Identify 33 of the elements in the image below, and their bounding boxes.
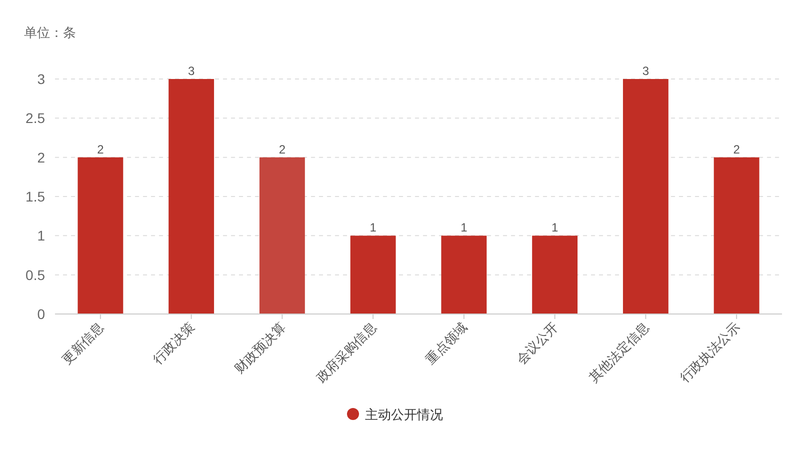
- bar: [78, 157, 124, 314]
- y-tick-label: 2.5: [26, 110, 46, 126]
- y-tick-label: 2: [37, 149, 46, 166]
- y-tick-label: 1: [37, 228, 46, 244]
- x-tick-label: 更新信息: [59, 320, 107, 367]
- y-tick-label: 0: [37, 306, 46, 322]
- data-label: 1: [370, 220, 377, 235]
- x-tick-label: 财政预决算: [232, 320, 288, 376]
- bar: [441, 236, 487, 314]
- data-label: 1: [460, 220, 468, 235]
- bar: [259, 157, 305, 314]
- x-tick-label: 行政执法公示: [676, 320, 743, 386]
- x-tick-label: 其他法定信息: [586, 320, 652, 386]
- data-label: 3: [188, 64, 195, 78]
- data-label: 2: [97, 142, 104, 156]
- bar: [714, 157, 760, 314]
- x-tick-label: 行政决策: [150, 320, 198, 367]
- x-tick-label: 政府采购信息: [313, 320, 380, 386]
- x-tick-label: 会议公开: [514, 320, 561, 367]
- y-tick-label: 3: [37, 71, 46, 87]
- data-label: 1: [551, 220, 558, 235]
- legend-label: 主动公开情况: [365, 407, 443, 422]
- bar: [350, 236, 396, 314]
- y-axis-title: 单位：条: [24, 25, 76, 40]
- data-label: 2: [733, 142, 740, 156]
- data-label: 3: [642, 64, 650, 78]
- x-tick-label: 重点领域: [422, 320, 470, 367]
- bar: [532, 236, 578, 314]
- bar: [168, 79, 214, 314]
- y-tick-label: 1.5: [26, 188, 46, 204]
- data-label: 2: [278, 142, 286, 156]
- bar: [622, 79, 668, 314]
- y-tick-label: 0.5: [26, 266, 46, 283]
